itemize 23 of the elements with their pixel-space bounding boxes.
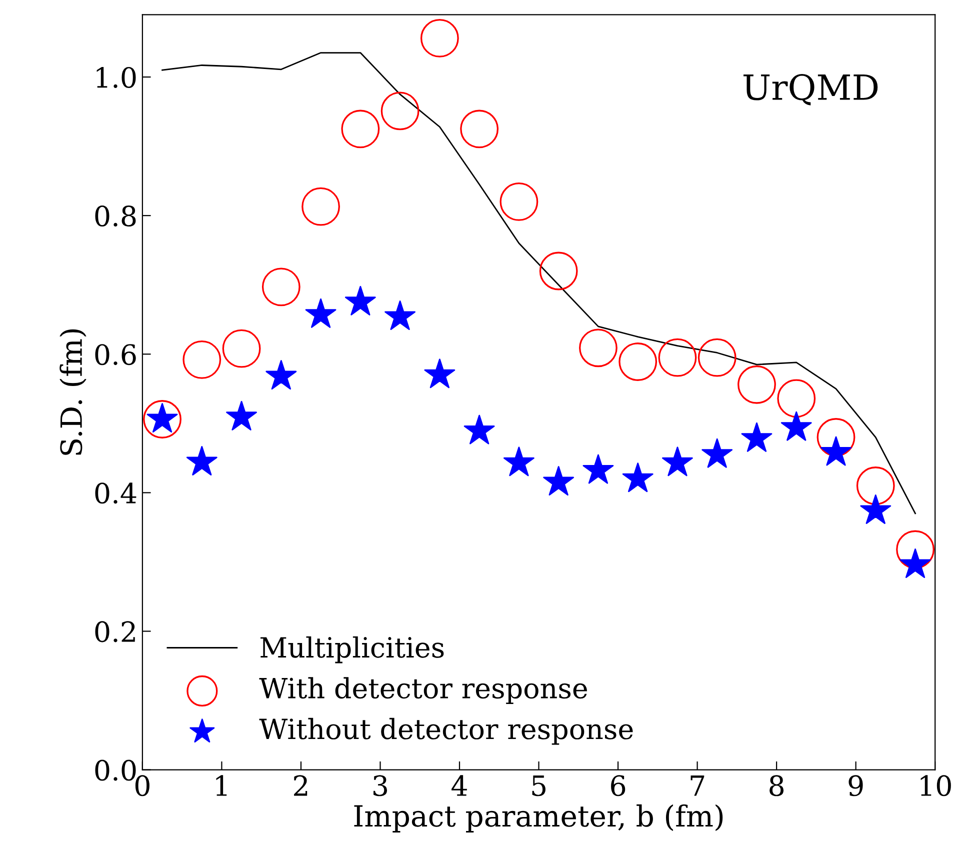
x-tick-label: 1 [216, 775, 227, 796]
legend-label: Without detector response [259, 718, 633, 745]
y-axis-title: S.D. (fm) [60, 329, 86, 455]
y-tick-label: 0.4 [95, 482, 136, 504]
legend-label: With detector response [259, 677, 587, 704]
x-tick-label: 6 [611, 775, 626, 796]
legend-label: Multiplicities [260, 636, 444, 664]
x-tick-label: 10 [920, 775, 951, 796]
y-tick-label: 1.0 [96, 66, 136, 88]
x-tick-label: 8 [770, 775, 784, 796]
x-tick-label: 9 [848, 775, 863, 796]
x-axis-title: Impact parameter, b (fm) [354, 804, 723, 833]
y-tick-label: 0.2 [95, 621, 135, 642]
x-tick-label: 2 [294, 775, 308, 796]
x-tick-label: 3 [374, 775, 388, 796]
y-tick-label: 0.6 [95, 344, 136, 366]
y-tick-label: 0.8 [95, 206, 136, 227]
x-tick-label: 0 [135, 775, 150, 796]
y-tick-label: 0.0 [95, 760, 136, 781]
annotation: UrQMD [744, 74, 878, 106]
x-tick-label: 7 [690, 776, 704, 796]
x-tick-label: 5 [532, 776, 546, 796]
x-tick-label: 4 [452, 775, 467, 796]
